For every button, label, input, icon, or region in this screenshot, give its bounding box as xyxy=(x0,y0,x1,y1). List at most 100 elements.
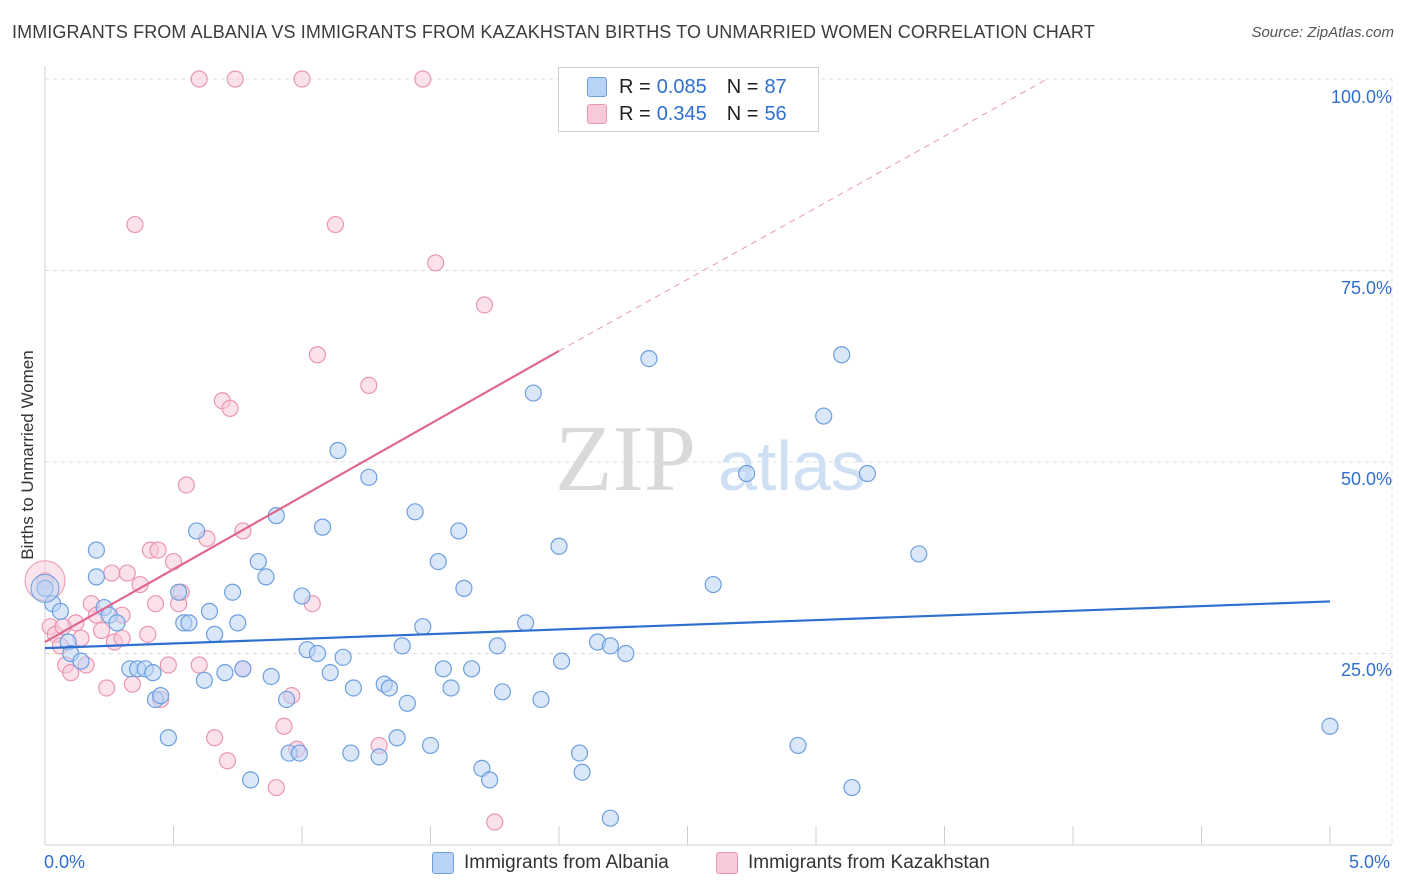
albania-point xyxy=(843,778,861,797)
albania-n-value: 87 xyxy=(764,75,787,98)
kazakhstan-point xyxy=(92,621,111,640)
albania-point xyxy=(516,614,535,632)
y-tick-label: 25.0% xyxy=(1340,660,1392,680)
bottom-legend-albania: Immigrants from Albania xyxy=(432,852,669,874)
albania-point xyxy=(552,652,571,670)
albania-point xyxy=(308,644,327,663)
kazakhstan-point xyxy=(267,778,285,797)
albania-point xyxy=(481,771,499,789)
r-label: R = xyxy=(619,75,651,98)
albania-point xyxy=(704,575,722,594)
albania-point xyxy=(216,664,234,682)
albania-point xyxy=(334,648,352,666)
albania-point xyxy=(188,522,206,540)
kazakhstan-point xyxy=(126,215,144,234)
kazakhstan-point xyxy=(149,541,167,559)
albania-point xyxy=(429,552,447,571)
albania-point xyxy=(72,652,90,670)
kazakhstan-point xyxy=(62,664,80,682)
x-tick-label: 0.0% xyxy=(44,852,86,872)
albania-point xyxy=(257,568,275,586)
albania-point xyxy=(833,346,851,364)
albania-legend-swatch xyxy=(432,852,454,874)
bottom-legend-kazakhstan: Immigrants from Kazakhstan xyxy=(716,852,990,874)
x-tick-label: 5.0% xyxy=(1349,852,1391,872)
albania-point xyxy=(380,679,398,697)
albania-point xyxy=(640,349,658,368)
albania-point xyxy=(388,729,406,747)
albania-point xyxy=(488,637,506,655)
albania-point xyxy=(421,736,440,755)
kazakhstan-legend-label: Immigrants from Kazakhstan xyxy=(748,852,990,873)
albania-point xyxy=(442,679,460,697)
albania-trend-line xyxy=(44,600,1331,650)
albania-point xyxy=(570,744,589,762)
albania-point xyxy=(789,736,807,755)
albania-point xyxy=(51,602,70,620)
y-tick-label: 50.0% xyxy=(1340,469,1392,489)
kazakhstan-point xyxy=(218,752,237,770)
n-label: N = xyxy=(726,75,759,98)
kazakhstan-point xyxy=(275,717,293,735)
albania-point xyxy=(434,660,452,678)
albania-point xyxy=(234,660,252,678)
trend-lines xyxy=(44,78,1331,650)
legend-row-kazakhstan: R = 0.345 N = 56 xyxy=(587,102,787,126)
kazakhstan-legend-swatch xyxy=(716,852,738,874)
albania-point xyxy=(108,614,126,632)
albania-point xyxy=(87,541,106,559)
albania-r-value: 0.085 xyxy=(656,75,707,98)
albania-point xyxy=(524,384,542,402)
kazakhstan-point xyxy=(159,656,177,674)
albania-point xyxy=(159,729,177,747)
kazakhstan-point xyxy=(103,564,121,582)
y-tick-label: 100.0% xyxy=(1330,87,1392,107)
albania-point xyxy=(360,468,378,486)
albania-point xyxy=(573,763,591,781)
kazakhstan-n-value: 56 xyxy=(764,102,787,125)
albania-point xyxy=(463,660,481,678)
kazakhstan-point xyxy=(427,254,445,272)
kazakhstan-point xyxy=(221,399,239,417)
axes xyxy=(44,66,1392,846)
kazakhstan-swatch xyxy=(587,104,607,124)
kazakhstan-point xyxy=(190,656,208,674)
y-tick-label: 75.0% xyxy=(1340,278,1392,298)
y-axis-label: Births to Unmarried Women xyxy=(18,350,37,560)
kazakhstan-point xyxy=(146,595,165,613)
albania-point xyxy=(342,744,360,762)
albania-point xyxy=(180,614,198,632)
albania-point xyxy=(30,573,60,603)
albania-point xyxy=(910,545,928,563)
albania-point xyxy=(206,625,224,643)
albania-point xyxy=(313,518,332,536)
correlation-legend: R = 0.085 N = 87 R = 0.345 N = 56 xyxy=(558,67,819,132)
albania-point xyxy=(224,583,242,601)
albania-point xyxy=(550,537,568,555)
watermark-zip: ZIP xyxy=(555,407,696,511)
albania-point xyxy=(262,667,280,686)
albania-point xyxy=(242,771,260,789)
kazakhstan-trend-extension xyxy=(558,78,1048,352)
albania-point xyxy=(195,671,213,689)
albania-point xyxy=(398,694,416,712)
albania-point xyxy=(370,748,388,766)
kazakhstan-point xyxy=(486,813,504,831)
albania-point xyxy=(277,690,296,709)
kazakhstan-point xyxy=(475,296,494,314)
kazakhstan-point xyxy=(139,625,157,643)
kazakhstan-point xyxy=(293,70,311,88)
albania-swatch xyxy=(587,77,607,97)
albania-point xyxy=(455,579,473,597)
kazakhstan-points xyxy=(24,70,504,831)
albania-point xyxy=(406,503,424,521)
kazakhstan-point xyxy=(190,70,208,88)
albania-point xyxy=(617,644,635,663)
albania-point xyxy=(1321,717,1339,735)
kazakhstan-point xyxy=(326,215,345,234)
albania-point xyxy=(200,602,219,620)
legend-row-albania: R = 0.085 N = 87 xyxy=(587,75,787,99)
kazakhstan-r-value: 0.345 xyxy=(656,102,707,125)
kazakhstan-point xyxy=(123,675,141,693)
